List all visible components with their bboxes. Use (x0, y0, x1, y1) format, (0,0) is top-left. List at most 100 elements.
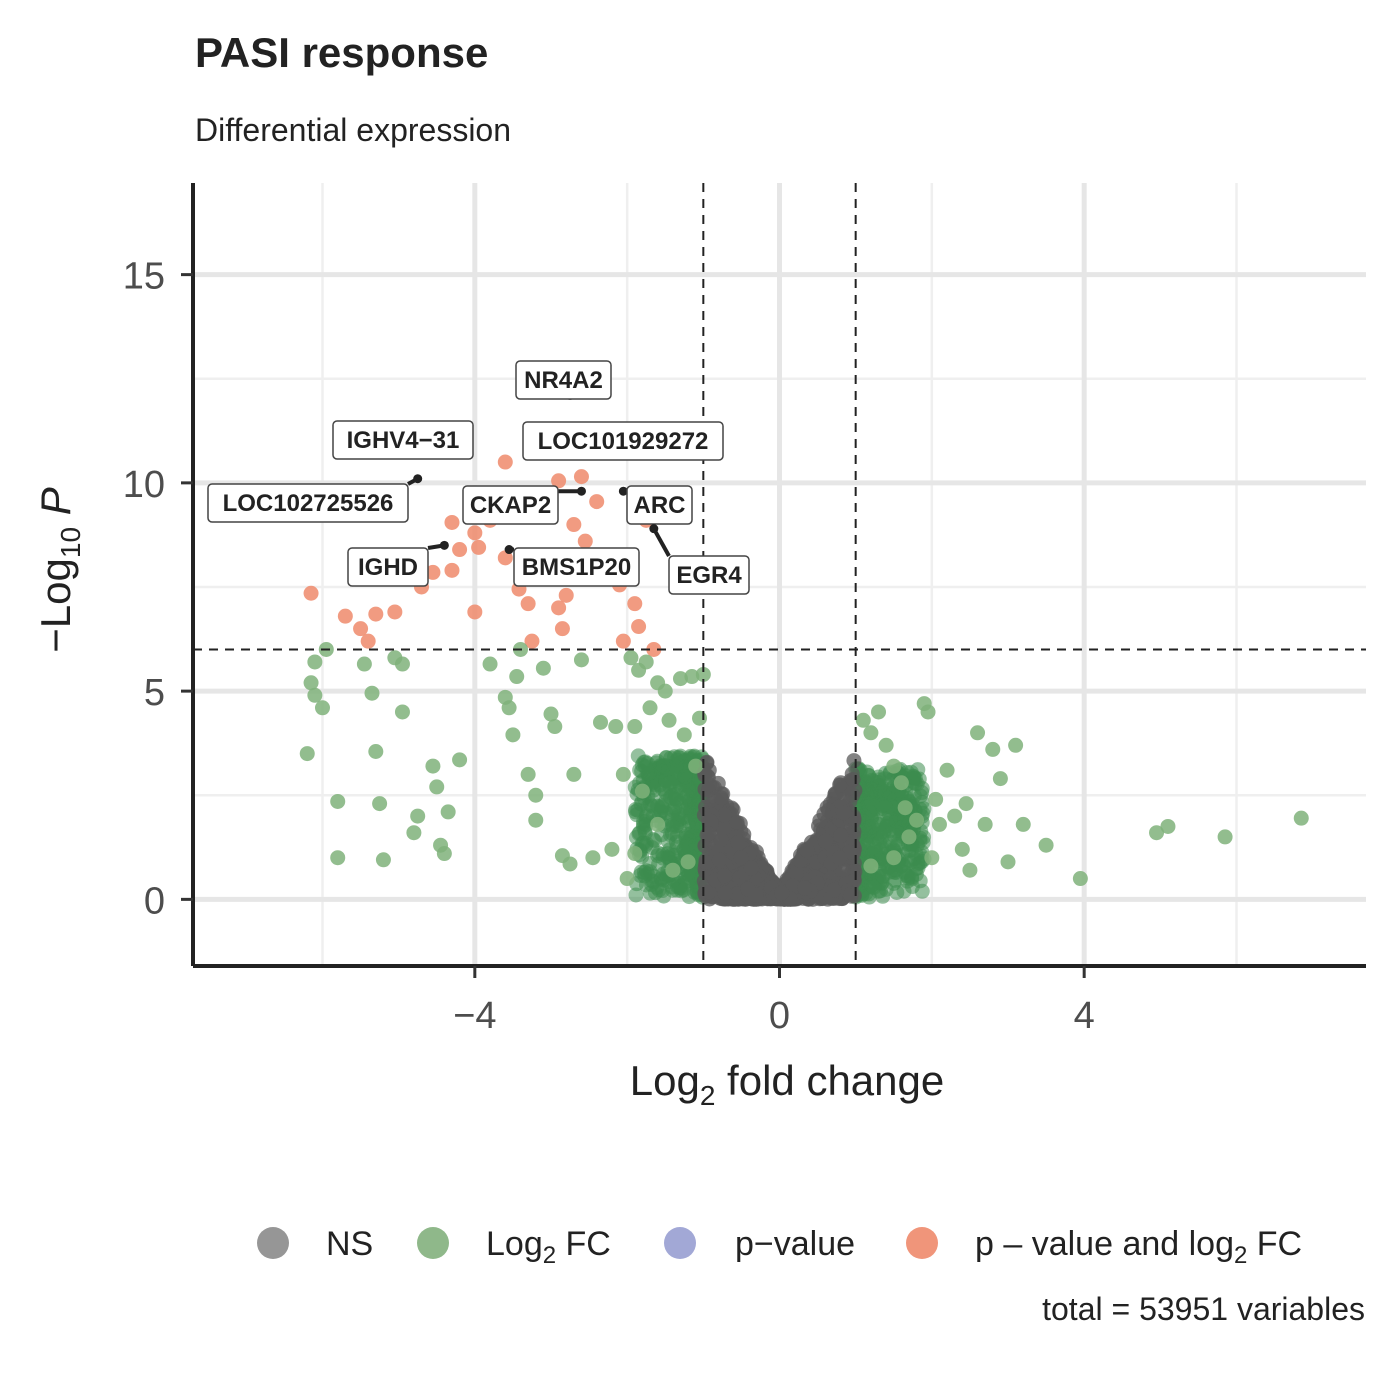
data-points (299, 454, 1309, 907)
point-ns (833, 828, 849, 844)
point-pvalue-and-log2fc (360, 633, 376, 649)
label-text: LOC102725526 (223, 490, 394, 517)
point-ns (785, 878, 801, 894)
point-log2fc (958, 796, 974, 812)
y-tick-label: 0 (144, 880, 165, 922)
point-log2fc (695, 666, 711, 682)
point-log2fc (906, 769, 922, 785)
label-box (626, 485, 693, 525)
point-pvalue-and-log2fc (444, 514, 460, 530)
point-log2fc (909, 812, 925, 828)
point-ns (698, 854, 714, 870)
legend-label: p−value (735, 1225, 855, 1263)
point-ns (832, 850, 848, 866)
point-log2fc (985, 741, 1001, 757)
point-log2fc (897, 812, 913, 828)
point-log2fc (307, 654, 323, 670)
point-log2fc (314, 700, 330, 716)
point-log2fc (482, 656, 498, 672)
point-log2fc (668, 759, 684, 775)
point-log2fc (528, 812, 544, 828)
point-pvalue-and-log2fc (452, 542, 468, 558)
point-pvalue-and-log2fc (627, 596, 643, 612)
point-pvalue-and-log2fc (444, 562, 460, 578)
point-log2fc (920, 704, 936, 720)
legend-key (417, 1227, 449, 1259)
gene-label: LOC101929272 (522, 421, 724, 461)
point-log2fc (939, 762, 955, 778)
point-log2fc (528, 787, 544, 803)
point-log2fc (893, 775, 909, 791)
label-text: IGHD (358, 554, 418, 581)
point-log2fc (604, 841, 620, 857)
y-tick-label: 5 (144, 672, 165, 714)
point-ns (702, 777, 718, 793)
label-point (504, 545, 514, 555)
point-log2fc (641, 766, 657, 782)
point-log2fc (863, 781, 879, 797)
point-log2fc (667, 799, 683, 815)
point-log2fc (440, 804, 456, 820)
point-ns (832, 777, 848, 793)
point-log2fc (1038, 837, 1054, 853)
legend: NS Log2 FC p−value p – value and log2 FC (257, 1225, 1302, 1269)
point-log2fc (585, 850, 601, 866)
label-text: BMS1P20 (522, 554, 631, 581)
x-tick-label: −4 (453, 995, 496, 1037)
point-log2fc (1149, 825, 1165, 841)
plot-panel: NR4A2 IGHV4−31 LOC101929272 LOC102725526 CKA… (193, 183, 1366, 966)
point-ns (716, 820, 732, 836)
y-tick-label: 10 (123, 464, 165, 506)
point-log2fc (662, 775, 678, 791)
point-ns (845, 772, 861, 788)
point-log2fc (1008, 737, 1024, 753)
point-log2fc (330, 793, 346, 809)
point-log2fc (970, 725, 986, 741)
point-pvalue-and-log2fc (467, 604, 483, 620)
label-box (332, 420, 474, 460)
x-tick-label: 0 (769, 995, 790, 1037)
point-log2fc (871, 704, 887, 720)
point-log2fc (330, 850, 346, 866)
label-box (347, 547, 429, 587)
point-log2fc (627, 719, 643, 735)
point-log2fc (547, 719, 563, 735)
point-pvalue-and-log2fc (615, 633, 631, 649)
point-log2fc (901, 829, 917, 845)
point-log2fc (864, 819, 880, 835)
point-log2fc (633, 796, 649, 812)
point-log2fc (863, 858, 879, 874)
legend-entry: p−value (664, 1225, 855, 1263)
label-box (515, 360, 612, 400)
point-ns (730, 835, 746, 851)
point-pvalue-and-log2fc (303, 585, 319, 601)
point-log2fc (680, 854, 696, 870)
x-axis-title: Log2 fold change (630, 1057, 945, 1111)
point-log2fc (684, 669, 700, 685)
point-log2fc (643, 876, 659, 892)
point-log2fc (429, 779, 445, 795)
point-log2fc (638, 654, 654, 670)
point-pvalue-and-log2fc (577, 533, 593, 549)
point-log2fc (368, 744, 384, 760)
point-ns (717, 885, 733, 901)
point-ns (703, 813, 719, 829)
point-log2fc (861, 804, 877, 820)
point-pvalue-and-log2fc (554, 621, 570, 637)
point-log2fc (914, 883, 930, 899)
point-ns (713, 790, 729, 806)
point-log2fc (573, 652, 589, 668)
point-log2fc (668, 787, 684, 803)
point-log2fc (562, 856, 578, 872)
point-log2fc (910, 860, 926, 876)
point-pvalue-and-log2fc (471, 539, 487, 555)
point-pvalue-and-log2fc (573, 469, 589, 485)
point-log2fc (425, 758, 441, 774)
point-log2fc (692, 710, 708, 726)
point-log2fc (627, 846, 643, 862)
x-tick-label: 4 (1074, 995, 1095, 1037)
label-point (618, 486, 628, 496)
point-log2fc (436, 846, 452, 862)
point-log2fc (608, 719, 624, 735)
